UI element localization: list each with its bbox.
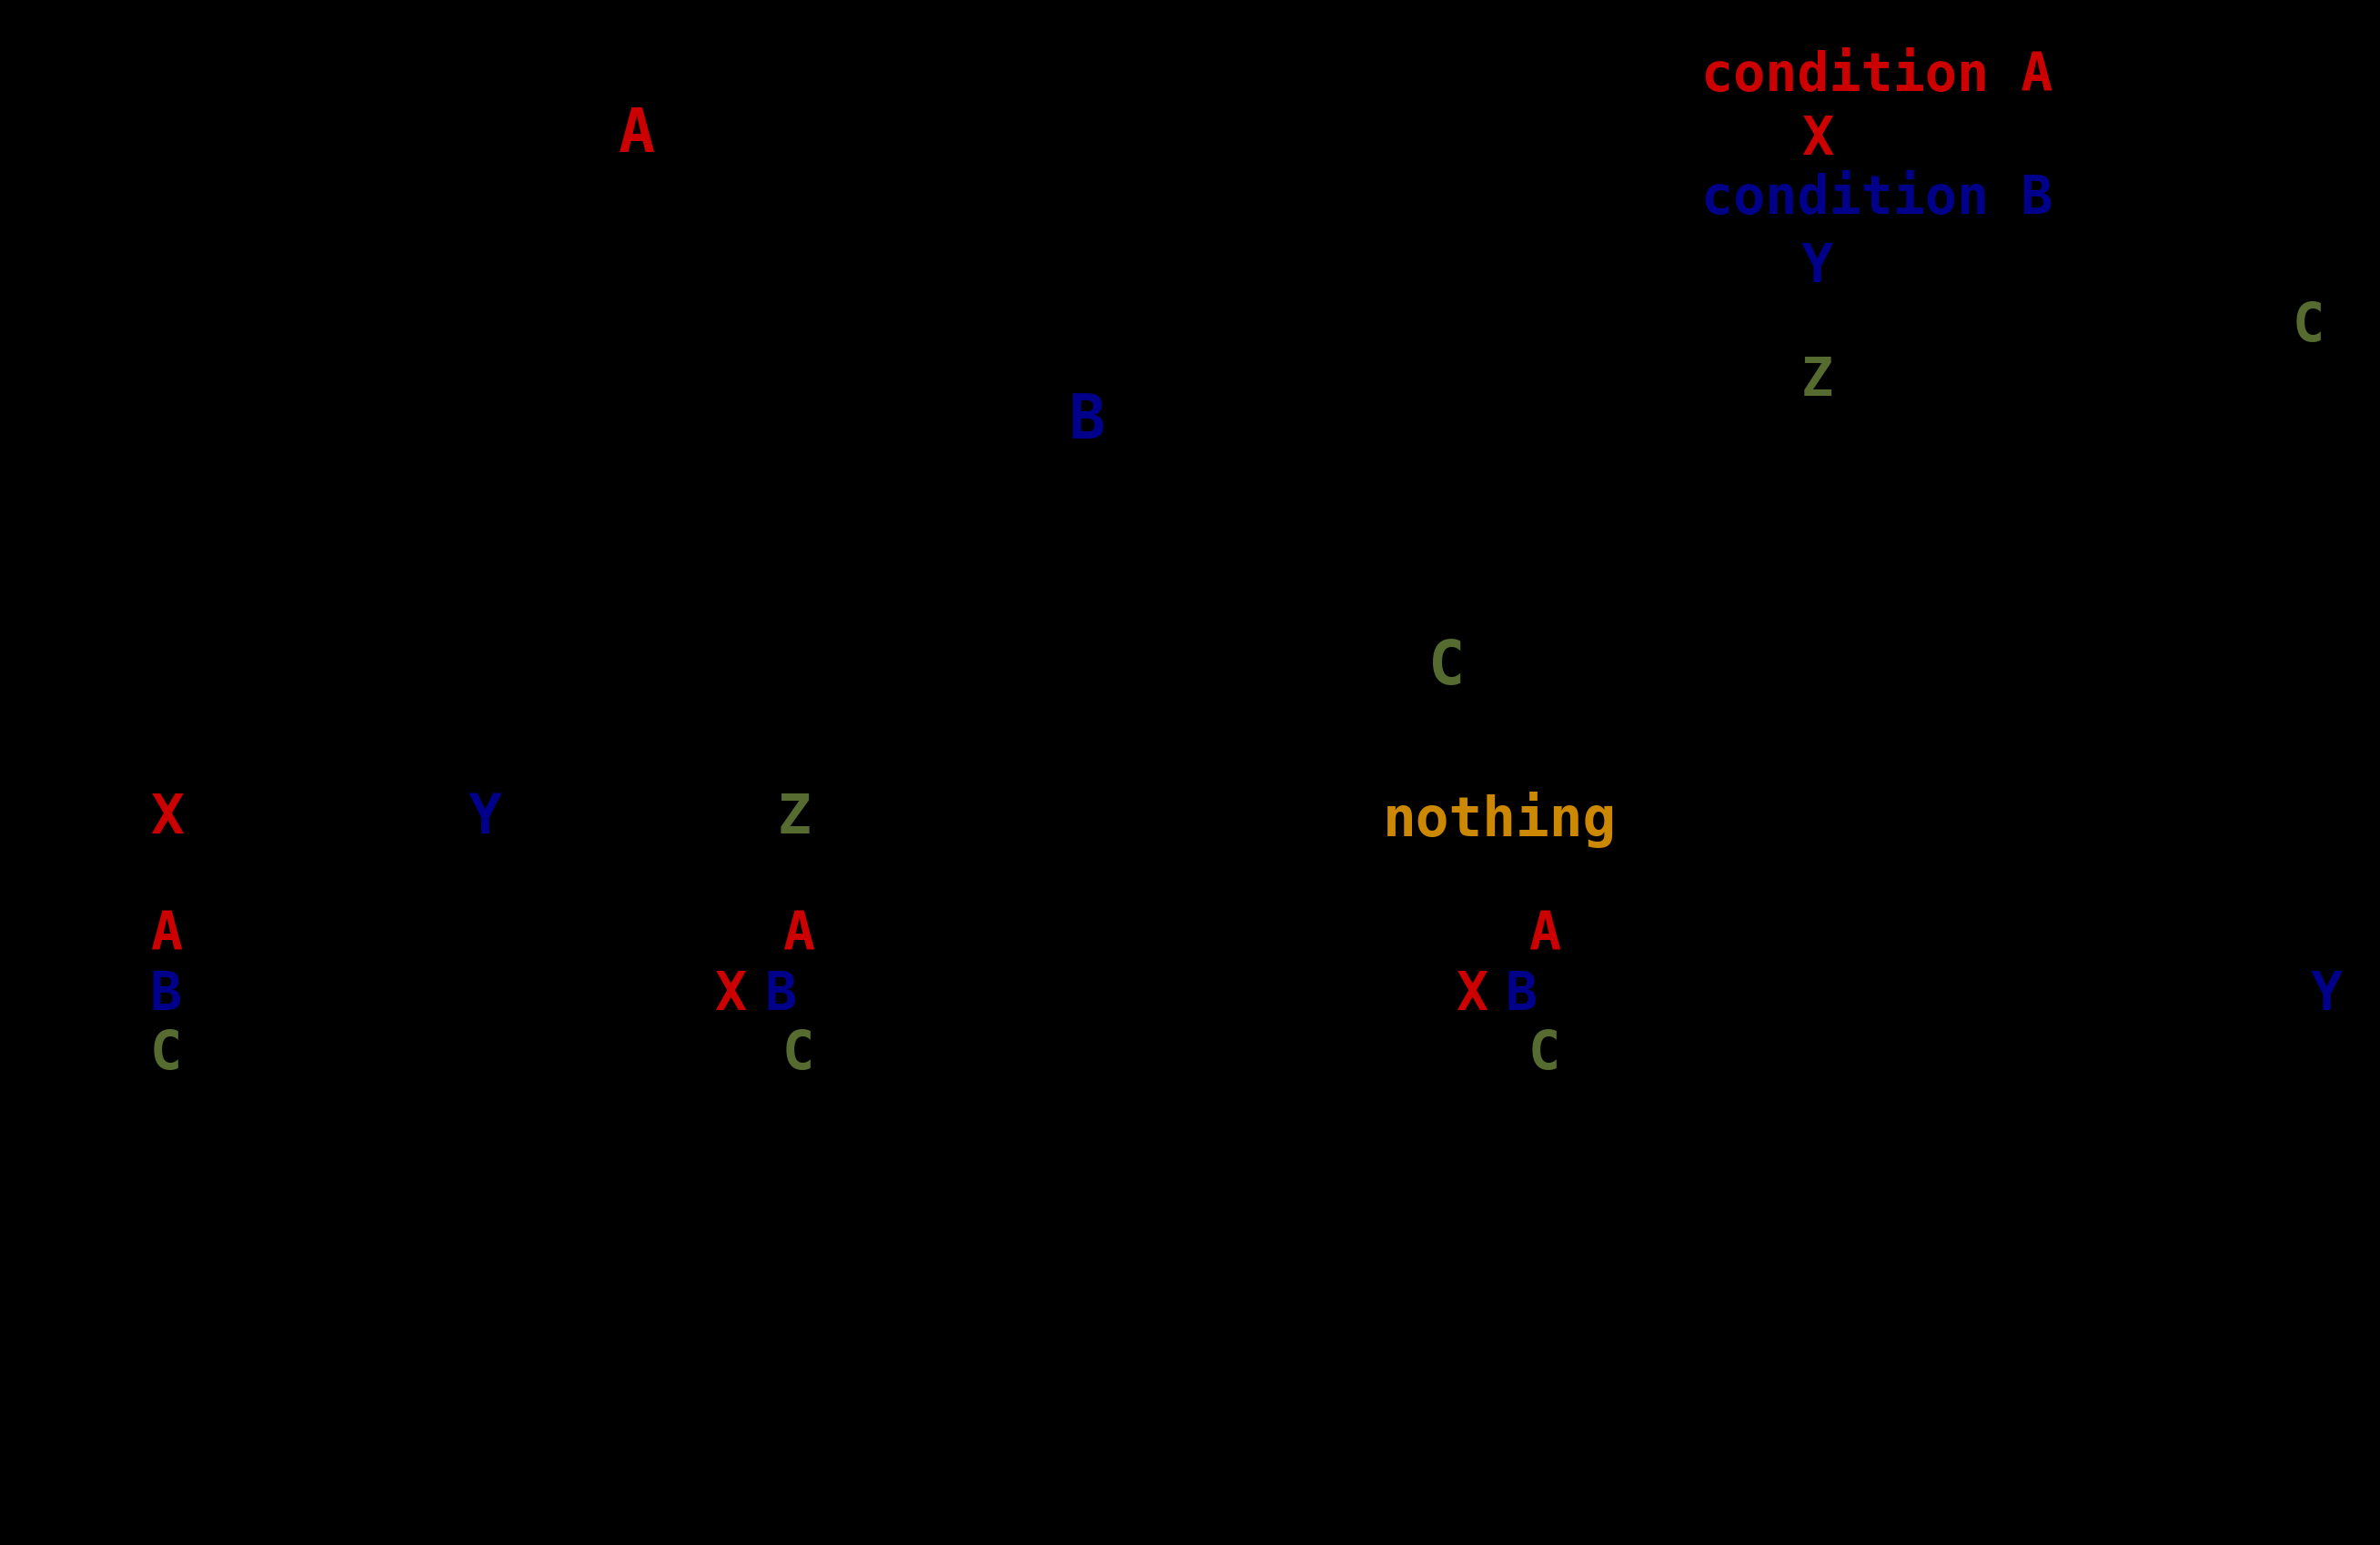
Text: C: C (150, 1027, 183, 1080)
Text: X: X (714, 969, 747, 1021)
Text: C: C (1428, 637, 1464, 697)
Text: Y: Y (469, 791, 502, 845)
Text: B: B (764, 969, 797, 1021)
Text: Y: Y (2311, 969, 2342, 1021)
Text: B: B (1507, 969, 1537, 1021)
Text: nothing: nothing (1383, 791, 1616, 848)
Text: Z: Z (778, 791, 812, 845)
Text: X: X (1457, 969, 1488, 1021)
Text: B: B (1069, 391, 1104, 451)
Text: Z: Z (1802, 355, 1833, 406)
Text: A: A (783, 910, 814, 961)
Text: Y: Y (1802, 241, 1833, 294)
Text: condition B: condition B (1702, 173, 2054, 224)
Text: B: B (150, 969, 183, 1021)
Text: X: X (150, 791, 183, 845)
Text: A: A (619, 105, 654, 165)
Text: C: C (2292, 300, 2325, 352)
Text: A: A (150, 910, 183, 961)
Text: C: C (1528, 1027, 1561, 1080)
Text: C: C (783, 1027, 814, 1080)
Text: condition A: condition A (1702, 49, 2054, 102)
Text: A: A (1528, 910, 1561, 961)
Text: X: X (1802, 114, 1833, 165)
